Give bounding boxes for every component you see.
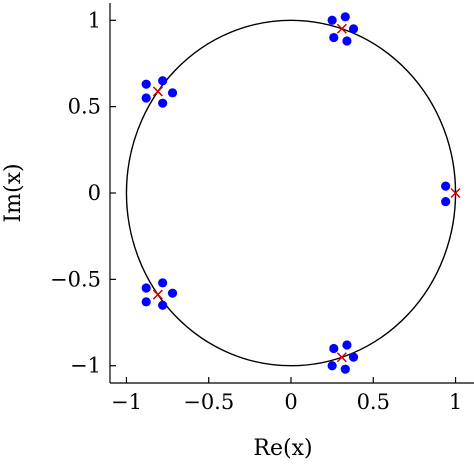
y-tick-label-4: 1 bbox=[88, 8, 101, 32]
data-point-0-10 bbox=[441, 181, 451, 191]
data-point-0-12 bbox=[141, 283, 151, 293]
x-axis-label: Re(x) bbox=[253, 436, 312, 461]
x-tick-label-1: −0.5 bbox=[183, 390, 234, 414]
data-point-0-15 bbox=[141, 297, 151, 307]
data-point-0-19 bbox=[348, 352, 359, 362]
plot-area bbox=[125, 12, 461, 374]
data-point-0-4 bbox=[342, 36, 352, 46]
data-point-0-14 bbox=[167, 288, 178, 298]
data-point-0-21 bbox=[342, 340, 352, 350]
data-point-0-5 bbox=[141, 79, 151, 89]
data-point-0-1 bbox=[340, 12, 350, 22]
y-tick-label-1: −0.5 bbox=[50, 267, 101, 291]
unit-circle bbox=[125, 19, 457, 367]
y-tick-label-0: −1 bbox=[70, 354, 101, 378]
y-tick-label-2: 0 bbox=[88, 181, 101, 205]
data-point-0-16 bbox=[158, 300, 168, 310]
x-tick-label-0: −1 bbox=[111, 390, 142, 414]
data-point-0-20 bbox=[329, 343, 339, 354]
cross-marker-0 bbox=[336, 23, 347, 34]
data-point-0-3 bbox=[329, 32, 339, 43]
cross-marker-2 bbox=[450, 187, 461, 199]
data-point-0-8 bbox=[141, 93, 151, 103]
cross-marker-4 bbox=[336, 352, 347, 363]
data-point-0-6 bbox=[158, 76, 168, 86]
x-tick-label-2: 0 bbox=[284, 390, 297, 414]
x-tick-label-3: 0.5 bbox=[357, 390, 390, 414]
cross-marker-3 bbox=[152, 289, 163, 300]
data-point-0-9 bbox=[158, 98, 168, 108]
x-tick-label-4: 1 bbox=[449, 390, 462, 414]
data-point-0-13 bbox=[158, 278, 168, 288]
data-point-0-11 bbox=[441, 197, 451, 207]
data-point-0-0 bbox=[327, 15, 337, 25]
cross-marker-1 bbox=[152, 86, 163, 97]
axes: −1 −0.5 0 0.5 1 −1 −0.5 0 0.5 1 bbox=[50, 3, 474, 414]
y-tick-label-3: 0.5 bbox=[68, 95, 101, 119]
data-point-0-7 bbox=[167, 88, 178, 98]
data-point-0-2 bbox=[348, 24, 359, 34]
y-axis-label: Im(x) bbox=[1, 163, 26, 222]
data-point-0-17 bbox=[327, 361, 337, 371]
data-point-0-18 bbox=[340, 364, 350, 374]
